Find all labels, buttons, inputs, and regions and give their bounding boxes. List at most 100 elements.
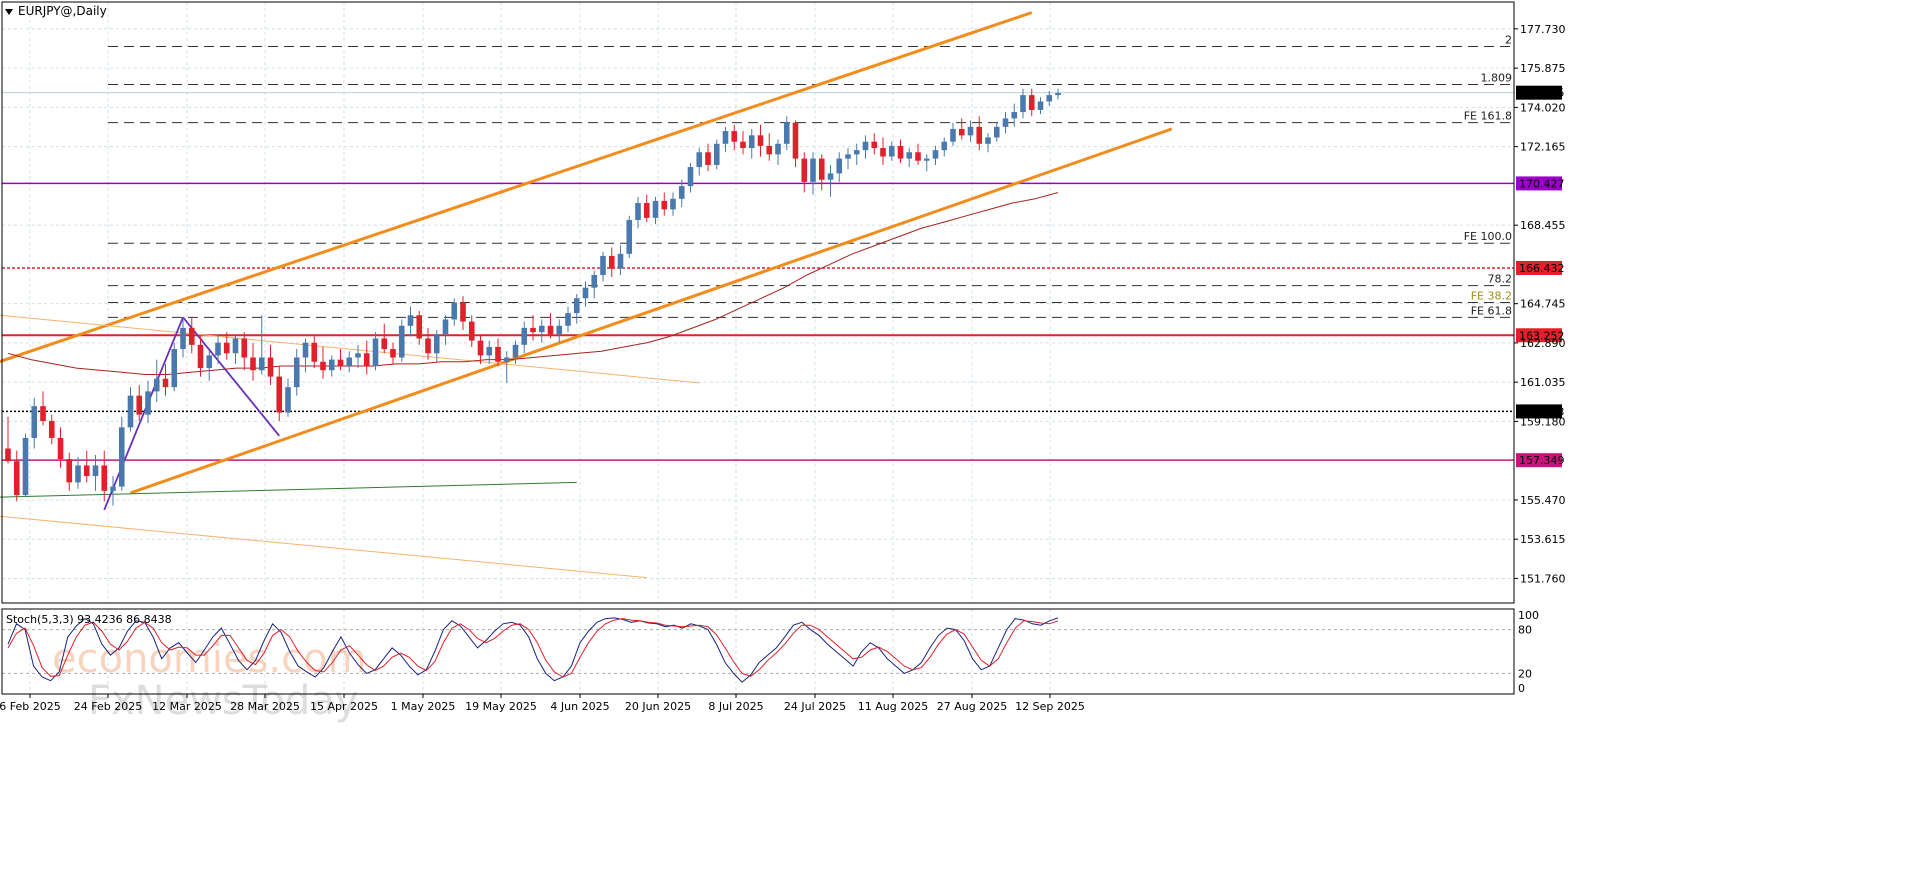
candle-body-90 <box>792 122 799 159</box>
candle-103 <box>906 148 913 168</box>
candle-body-97 <box>853 150 860 155</box>
stoch-tick-3: 0 <box>1518 682 1525 695</box>
candle-82 <box>722 126 729 153</box>
candle-body-117 <box>1028 95 1035 110</box>
candle-3 <box>31 397 38 449</box>
candle-body-28 <box>250 357 256 371</box>
y-tick-label-4: 168.455 <box>1520 219 1566 232</box>
candle-64 <box>565 306 571 333</box>
candle-body-112 <box>985 137 991 144</box>
candle-74 <box>652 196 659 225</box>
candle-body-80 <box>705 152 711 165</box>
candle-body-32 <box>285 387 291 413</box>
y-tick-label-0: 177.730 <box>1520 23 1566 36</box>
candle-76 <box>670 192 676 216</box>
dropdown-triangle-icon[interactable] <box>5 9 13 15</box>
price-level-value-2: 163.252 <box>1519 329 1565 342</box>
candle-52 <box>460 296 466 331</box>
candle-body-17 <box>153 378 160 392</box>
candle-98 <box>862 135 869 159</box>
candle-body-70 <box>617 253 624 269</box>
x-tick-label-4: 15 Apr 2025 <box>310 700 378 713</box>
candle-body-94 <box>827 173 834 180</box>
candle-86 <box>757 124 764 157</box>
candle-56 <box>495 338 501 366</box>
candle-94 <box>827 164 834 197</box>
candle-44 <box>390 342 396 364</box>
stoch-frame <box>1 608 1515 695</box>
candle-body-49 <box>433 334 440 354</box>
candle-90 <box>792 120 799 168</box>
fibo-label-4: 78.2 <box>1488 273 1513 286</box>
x-tick-label-11: 11 Aug 2025 <box>858 700 928 713</box>
candle-22 <box>197 336 204 377</box>
candle-body-40 <box>355 353 361 358</box>
candle-body-66 <box>582 287 589 299</box>
candle-110 <box>967 120 974 142</box>
candle-104 <box>915 143 921 165</box>
candle-body-1 <box>13 461 20 496</box>
price-level-tag-0 <box>1516 176 1562 191</box>
candle-body-61 <box>538 325 545 333</box>
candle-25 <box>223 332 230 360</box>
candle-71 <box>626 215 633 259</box>
candle-body-119 <box>1046 95 1053 102</box>
candle-body-85 <box>748 135 755 149</box>
candle-17 <box>153 359 160 402</box>
candle-body-69 <box>608 255 615 269</box>
candle-body-31 <box>276 376 283 413</box>
candle-11 <box>101 450 108 502</box>
candle-body-6 <box>57 437 64 460</box>
candle-114 <box>1002 112 1009 134</box>
candle-10 <box>92 454 99 491</box>
fibo-label-6: FE 61.8 <box>1471 304 1512 317</box>
candle-body-89 <box>783 122 790 144</box>
price-level-tag-2 <box>1516 328 1562 343</box>
candle-41 <box>363 340 370 375</box>
x-tick-label-13: 12 Sep 2025 <box>1015 700 1085 713</box>
candle-body-13 <box>118 427 125 487</box>
x-tick-label-12: 27 Aug 2025 <box>937 700 1007 713</box>
candle-27 <box>241 332 248 371</box>
candle-21 <box>188 317 195 354</box>
watermark-line2: FxNewsToday <box>88 678 358 724</box>
candle-body-2 <box>22 437 29 496</box>
candle-70 <box>617 245 624 275</box>
candle-body-33 <box>293 357 300 388</box>
x-tick-label-2: 12 Mar 2025 <box>152 700 222 713</box>
candle-body-68 <box>600 255 606 275</box>
candle-45 <box>398 319 405 362</box>
candle-83 <box>731 124 738 151</box>
candle-body-74 <box>652 200 659 218</box>
candle-body-34 <box>302 342 309 358</box>
candle-body-51 <box>451 302 458 320</box>
candle-96 <box>845 148 851 170</box>
candle-68 <box>600 251 606 282</box>
candle-18 <box>162 363 169 396</box>
candle-97 <box>853 143 860 165</box>
candle-72 <box>635 196 641 229</box>
candle-body-18 <box>162 378 169 388</box>
candle-105 <box>923 154 930 172</box>
candle-body-96 <box>845 154 851 159</box>
candle-26 <box>232 334 239 364</box>
stoch-tick-2: 20 <box>1518 667 1532 680</box>
candle-body-7 <box>66 459 73 483</box>
candle-30 <box>267 344 274 386</box>
candle-118 <box>1037 97 1044 115</box>
candle-body-3 <box>31 406 38 438</box>
candle-79 <box>696 148 703 176</box>
candle-body-20 <box>180 327 186 350</box>
candle-body-58 <box>512 344 519 358</box>
y-tick-label-2: 174.020 <box>1520 101 1566 114</box>
candle-81 <box>713 139 720 170</box>
axes: 177.730 175.875 174.020 172.165 168.455 164.7… <box>0 1 1566 713</box>
candle-body-83 <box>731 131 738 142</box>
candle-9 <box>83 450 90 483</box>
candle-body-62 <box>547 325 554 335</box>
green-support-line <box>0 481 577 498</box>
fibo-label-5: FE 38.2 <box>1471 290 1512 303</box>
candle-body-30 <box>267 357 274 377</box>
candle-body-10 <box>92 465 99 477</box>
candle-body-92 <box>810 158 816 182</box>
